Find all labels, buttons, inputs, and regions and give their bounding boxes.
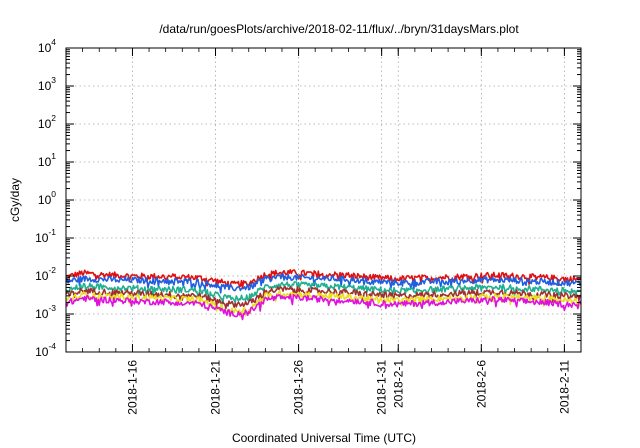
x-tick-label: 2018-2-1: [391, 360, 405, 408]
y-tick-label: 10-3: [35, 303, 56, 321]
series-line: [65, 289, 582, 318]
series-layer: [65, 268, 582, 321]
series-line: [65, 273, 582, 294]
x-tick-label: 2018-1-21: [209, 360, 223, 415]
x-tick-labels: 2018-1-16 2018-1-21 2018-1-26 2018-1-31 2018…: [125, 360, 571, 415]
x-tick-label: 2018-2-11: [557, 360, 571, 414]
y-tick-label: 102: [38, 113, 56, 131]
y-tick-label: 100: [38, 189, 56, 207]
y-tick-label: 10-2: [35, 265, 56, 283]
x-axis-label: Coordinated Universal Time (UTC): [232, 431, 416, 445]
y-tick-label: 101: [38, 151, 56, 169]
x-tick-label: 2018-1-26: [292, 360, 306, 415]
x-tick-label: 2018-2-6: [474, 360, 488, 408]
x-tick-label: 2018-1-31: [375, 360, 389, 415]
y-tick-label: 10-4: [35, 341, 56, 359]
x-tick-label: 2018-1-16: [125, 360, 139, 415]
series-line: [65, 281, 582, 305]
grid-lines: [66, 48, 581, 352]
y-tick-labels: 104 103 102 101 100 10-1 10-2 10-3 10-4: [35, 37, 56, 359]
y-tick-label: 104: [38, 37, 56, 55]
y-tick-label: 10-1: [35, 227, 56, 245]
tick-marks: [66, 47, 581, 353]
y-tick-label: 103: [38, 75, 56, 93]
chart-title: /data/run/goesPlots/archive/2018-02-11/f…: [159, 22, 519, 36]
series-line: [65, 293, 582, 321]
y-axis-label: cGy/day: [8, 178, 22, 222]
